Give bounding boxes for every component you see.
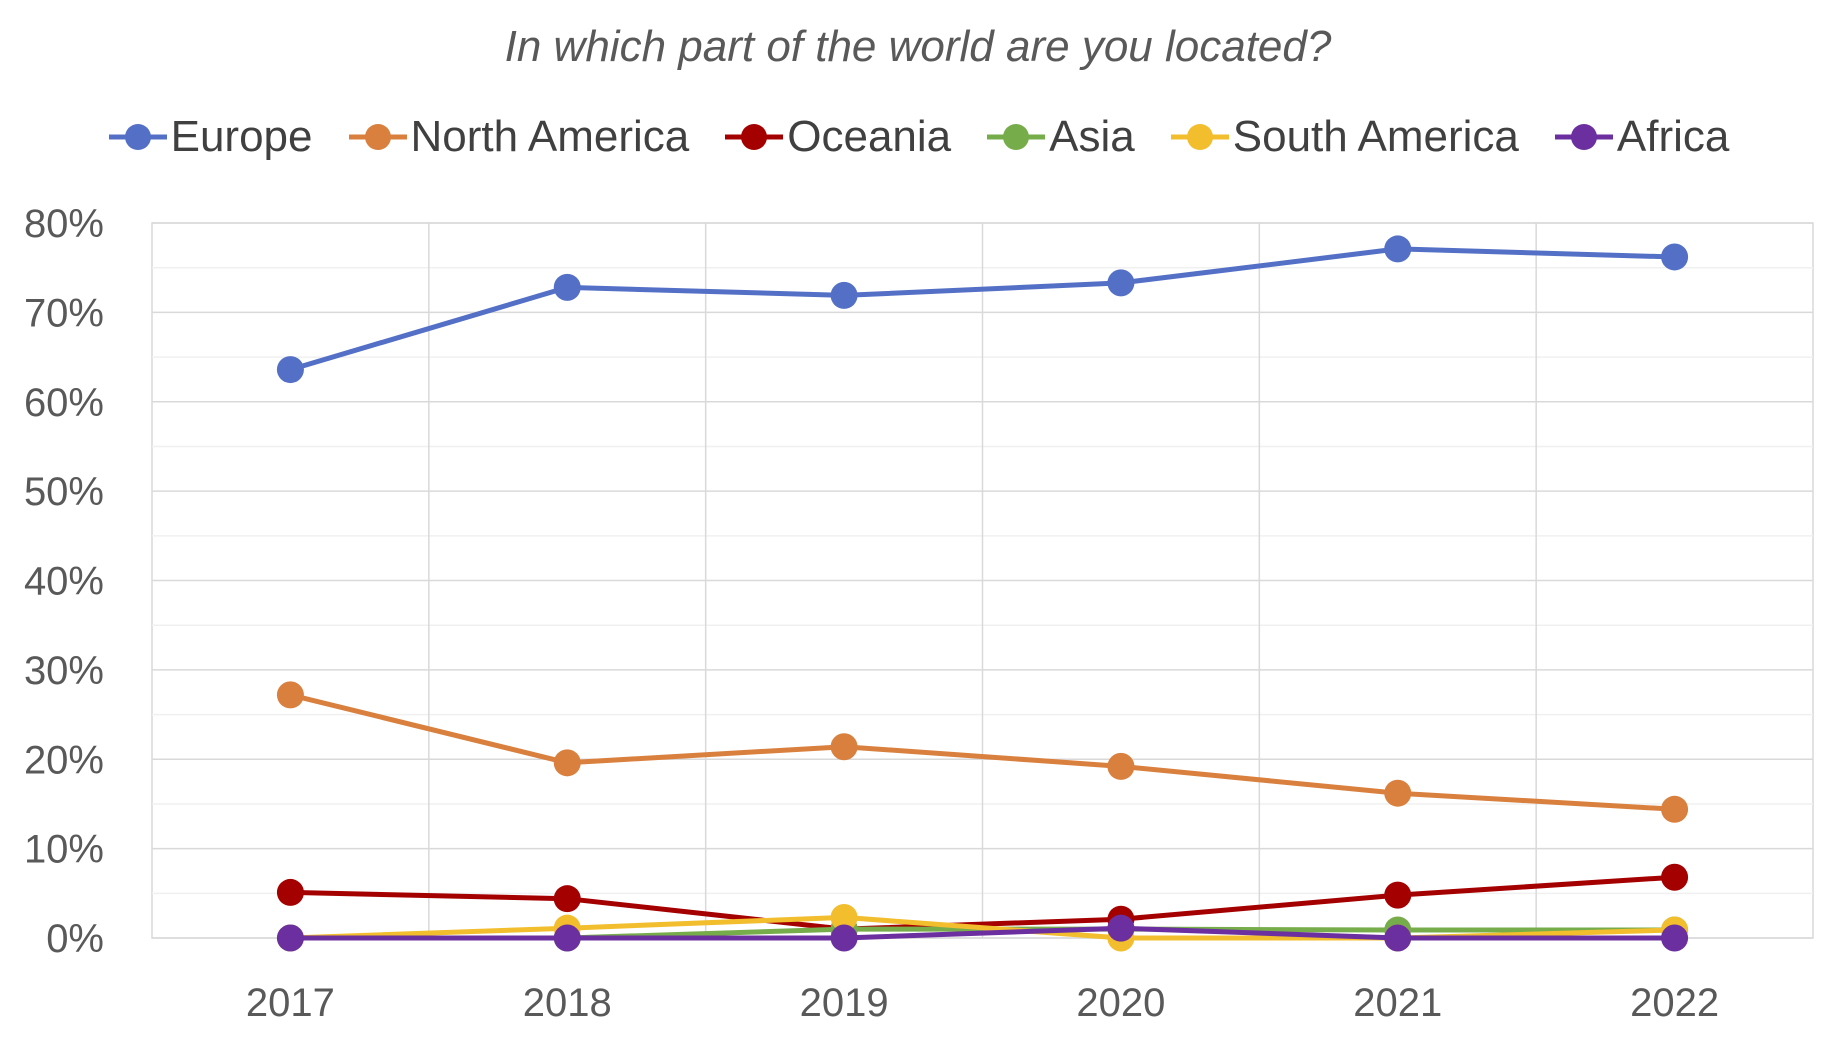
series-line-north-america <box>289 692 1675 812</box>
data-point-africa <box>1384 924 1412 952</box>
data-point-north-america <box>276 681 304 709</box>
legend-marker-icon <box>987 124 1046 150</box>
legend-label: Europe <box>170 112 313 161</box>
y-tick-label: 80% <box>24 202 104 246</box>
series-europe <box>276 235 1689 384</box>
legend-item-africa: Africa <box>1553 112 1729 162</box>
legend-label: Africa <box>1616 112 1730 161</box>
x-tick-label: 2020 <box>1076 981 1165 1025</box>
legend-marker-icon <box>1170 124 1229 150</box>
y-tick-label: 10% <box>24 828 104 872</box>
legend-marker-icon <box>725 124 784 150</box>
data-point-oceania <box>1384 881 1412 909</box>
legend-label: Oceania <box>787 112 952 161</box>
x-tick-label: 2018 <box>523 981 612 1025</box>
y-tick-label: 30% <box>24 649 104 693</box>
y-tick-label: 70% <box>24 291 104 335</box>
series-line-oceania <box>290 874 1675 932</box>
legend-label: South America <box>1232 112 1519 161</box>
data-point-europe <box>276 356 304 384</box>
data-point-north-america <box>830 733 858 761</box>
y-tick-label: 40% <box>24 560 104 604</box>
series-line-africa <box>290 925 1675 941</box>
y-tick-label: 60% <box>24 381 104 425</box>
x-tick-label: 2019 <box>800 981 889 1025</box>
data-point-north-america <box>1384 779 1412 807</box>
data-point-oceania <box>276 878 304 906</box>
data-point-oceania <box>553 885 581 913</box>
data-point-africa <box>553 924 581 952</box>
legend-item-south-america: South America <box>1169 112 1519 162</box>
legend: Europe North America Oceania Asia South Amer… <box>0 112 1836 162</box>
data-point-europe <box>830 281 858 309</box>
y-tick-label: 50% <box>24 470 104 514</box>
data-point-south-america <box>830 903 858 931</box>
data-point-europe <box>553 273 581 301</box>
y-tick-label: 20% <box>24 738 104 782</box>
legend-label: Asia <box>1049 112 1135 161</box>
x-tick-label: 2021 <box>1353 981 1442 1025</box>
x-tick-label: 2022 <box>1630 981 1719 1025</box>
data-point-europe <box>1384 235 1412 263</box>
series-line-europe <box>289 246 1675 372</box>
data-point-north-america <box>1107 752 1135 780</box>
chart-title: In which part of the world are you locat… <box>504 22 1332 71</box>
x-tick-label: 2017 <box>246 981 335 1025</box>
series-africa <box>276 914 1689 952</box>
legend-marker-icon <box>108 124 167 150</box>
legend-item-asia: Asia <box>985 112 1135 162</box>
data-point-north-america <box>553 749 581 777</box>
series-north-america <box>276 681 1689 823</box>
data-point-north-america <box>1661 795 1689 823</box>
legend-marker-icon <box>1554 124 1613 150</box>
data-point-europe <box>1107 269 1135 297</box>
data-point-africa <box>830 924 858 952</box>
data-point-oceania <box>1661 863 1689 891</box>
y-tick-label: 0% <box>46 917 104 961</box>
data-point-africa <box>1107 914 1135 942</box>
data-point-europe <box>1661 243 1689 271</box>
data-point-africa <box>276 924 304 952</box>
data-point-africa <box>1661 924 1689 952</box>
legend-item-north-america: North America <box>347 112 690 162</box>
legend-marker-icon <box>348 124 407 150</box>
legend-label: North America <box>410 112 690 161</box>
legend-item-europe: Europe <box>107 112 313 162</box>
legend-item-oceania: Oceania <box>723 112 951 162</box>
